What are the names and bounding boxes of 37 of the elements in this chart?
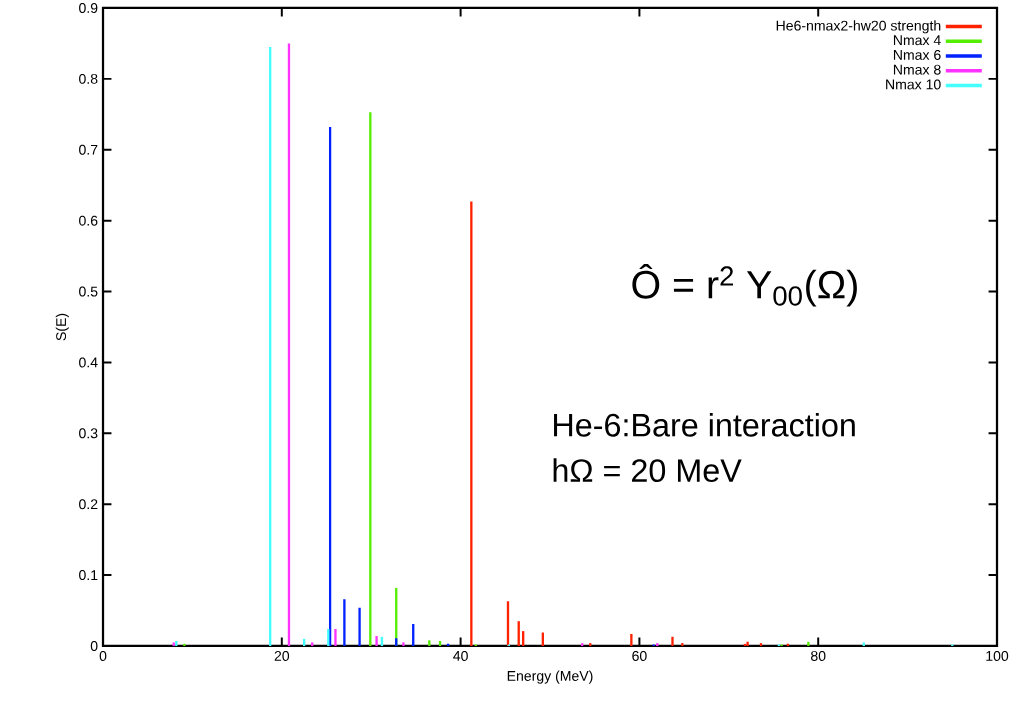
y-tick-label: 0.1	[79, 570, 98, 581]
annotation: Ô = r$^{2}$ Y$_{00}$(Ω)	[632, 263, 857, 307]
annotation: hΩ = 20 MeV	[553, 458, 742, 483]
bar	[334, 628, 337, 646]
bar	[375, 636, 378, 646]
x-tick-label: 40	[453, 650, 468, 661]
x-tick-label: 20	[274, 650, 290, 661]
bar	[402, 642, 405, 646]
bar	[862, 642, 865, 646]
bar	[671, 636, 674, 646]
annotation: He-6:Bare interaction	[554, 412, 855, 437]
y-tick-label: 0.4	[79, 357, 98, 368]
y-tick-label: 0.3	[79, 428, 98, 439]
x-tick-label: 80	[811, 650, 826, 661]
y-tick-label: 0.5	[79, 286, 98, 297]
y-tick-label: 0.9	[79, 3, 98, 13]
legend-label: Nmax 4	[893, 35, 941, 46]
y-axis-title: S(E)	[55, 313, 69, 341]
bar	[343, 599, 346, 646]
legend-label: He6-nmax2-hw20 strength	[776, 20, 941, 34]
bar	[358, 607, 361, 646]
x-axis-title: Energy (MeV)	[507, 670, 593, 684]
legend-label: Nmax 10	[886, 79, 941, 90]
bar	[183, 643, 186, 646]
y-tick-label: 0	[90, 641, 98, 651]
legend-label: Nmax 6	[893, 49, 941, 60]
legend-label: Nmax 8	[893, 64, 941, 75]
bar	[630, 633, 633, 646]
x-tick-label: 100	[986, 650, 1009, 661]
y-tick-label: 0.7	[79, 144, 98, 155]
y-tick-label: 0.2	[79, 499, 98, 510]
y-tick-label: 0.6	[79, 215, 98, 226]
bar	[428, 640, 431, 646]
x-tick-label: 60	[632, 650, 647, 661]
bar	[311, 642, 314, 646]
y-tick-label: 0.8	[79, 73, 98, 84]
x-tick-label: 0	[99, 650, 107, 661]
